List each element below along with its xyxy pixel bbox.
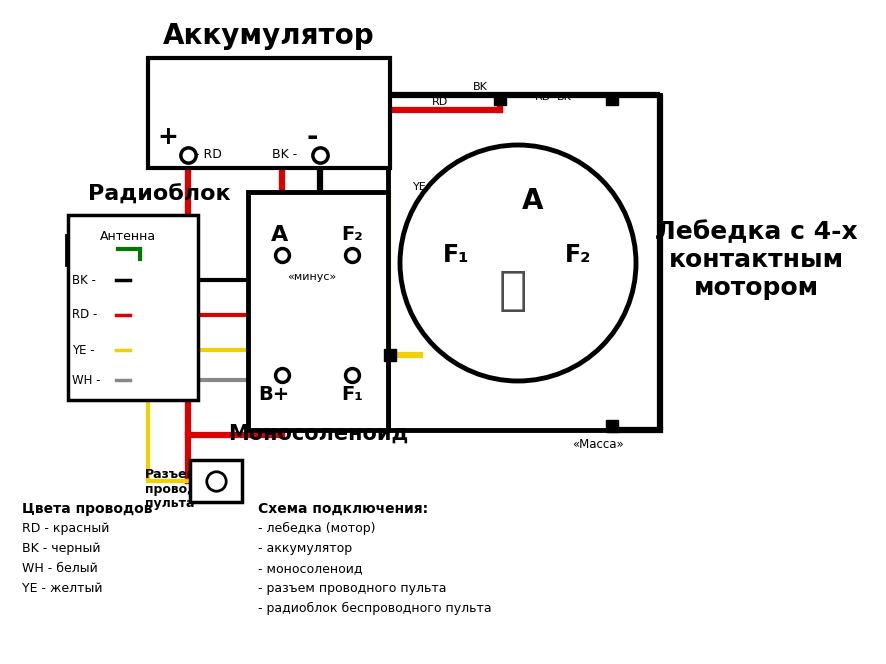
Text: F₁: F₁ [341, 386, 363, 404]
Text: - RD: - RD [195, 149, 222, 161]
Text: WH -: WH - [72, 373, 100, 386]
Text: BK: BK [472, 82, 487, 92]
Text: RD -: RD - [72, 309, 97, 321]
Text: - моносоленоид: - моносоленоид [258, 562, 362, 575]
Text: RD: RD [431, 97, 448, 107]
Bar [248, 192, 388, 430]
Text: Антенна: Антенна [100, 230, 156, 244]
Text: Лебедка с 4-х
контактным
мотором: Лебедка с 4-х контактным мотором [655, 220, 858, 300]
Text: - радиоблок беспроводного пульта: - радиоблок беспроводного пульта [258, 602, 492, 615]
Text: F₂: F₂ [341, 226, 363, 244]
Text: Аккумулятор: Аккумулятор [163, 22, 375, 50]
Text: RD - красный: RD - красный [22, 522, 109, 535]
Text: +: + [158, 125, 178, 149]
Text: WH - белый: WH - белый [22, 562, 97, 575]
Text: Радиоблок: Радиоблок [88, 185, 230, 205]
Text: B+: B+ [259, 386, 290, 404]
Text: YE: YE [413, 182, 427, 192]
Text: -: - [307, 123, 318, 151]
Text: «минус»: «минус» [287, 272, 337, 282]
Text: A: A [271, 225, 289, 245]
Text: - разъем проводного пульта: - разъем проводного пульта [258, 582, 447, 595]
Text: «Масса»: «Масса» [572, 438, 624, 450]
Text: F₂: F₂ [564, 243, 591, 267]
Bar [190, 460, 242, 502]
Bar [148, 58, 390, 168]
Text: BK -: BK - [272, 149, 297, 161]
Bar [68, 215, 198, 400]
Text: A: A [522, 187, 544, 215]
Bar [388, 95, 660, 430]
Text: - лебедка (мотор): - лебедка (мотор) [258, 522, 376, 535]
Text: Цвета проводов: Цвета проводов [22, 502, 152, 516]
Circle shape [400, 145, 636, 381]
Text: RD: RD [535, 92, 551, 102]
Text: 🐝: 🐝 [499, 268, 527, 313]
Text: Схема подключения:: Схема подключения: [258, 502, 428, 516]
Text: YE -: YE - [72, 343, 95, 357]
Text: F₁: F₁ [443, 243, 470, 267]
Text: BK - черный: BK - черный [22, 542, 100, 555]
Text: Разъем
проводного
пульта: Разъем проводного пульта [145, 467, 229, 511]
Text: - аккумулятор: - аккумулятор [258, 542, 352, 555]
Text: YE - желтый: YE - желтый [22, 582, 103, 595]
Text: Моносоленоид: Моносоленоид [228, 424, 408, 444]
Text: BK: BK [557, 92, 571, 102]
Text: BK -: BK - [72, 274, 96, 286]
